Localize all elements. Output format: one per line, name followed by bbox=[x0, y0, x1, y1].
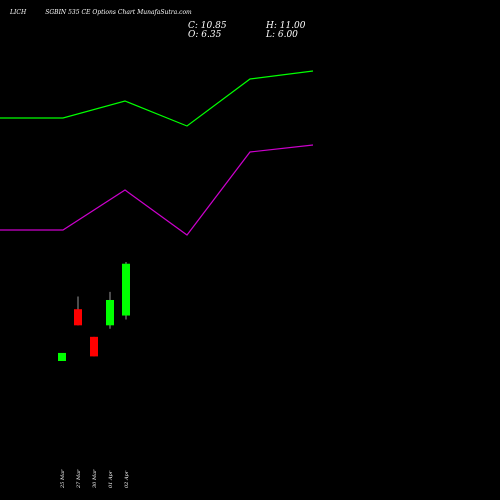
x-tick-label: 25 Mar bbox=[60, 469, 66, 489]
x-tick-label: 02 Apr bbox=[124, 470, 130, 488]
candle-body bbox=[58, 352, 66, 361]
low-value: L: 6.00 bbox=[266, 30, 298, 40]
high-value: H: 11.00 bbox=[266, 21, 306, 31]
x-tick-label: 01 Apr bbox=[108, 470, 114, 488]
candle-body bbox=[106, 299, 114, 326]
x-tick-label: 27 Mar bbox=[76, 469, 82, 489]
candle-body bbox=[122, 263, 130, 316]
open-value: O: 6.35 bbox=[188, 30, 222, 40]
candle-body bbox=[74, 309, 82, 326]
close-value: C: 10.85 bbox=[188, 21, 227, 31]
x-tick-label: 30 Mar bbox=[92, 469, 98, 488]
chart-title: LICH SGBIN 535 CE Options Chart MunafaSu… bbox=[10, 9, 192, 16]
indicator-line-1 bbox=[0, 70, 314, 127]
candle-body bbox=[90, 336, 98, 357]
indicator-line-2 bbox=[0, 144, 314, 236]
